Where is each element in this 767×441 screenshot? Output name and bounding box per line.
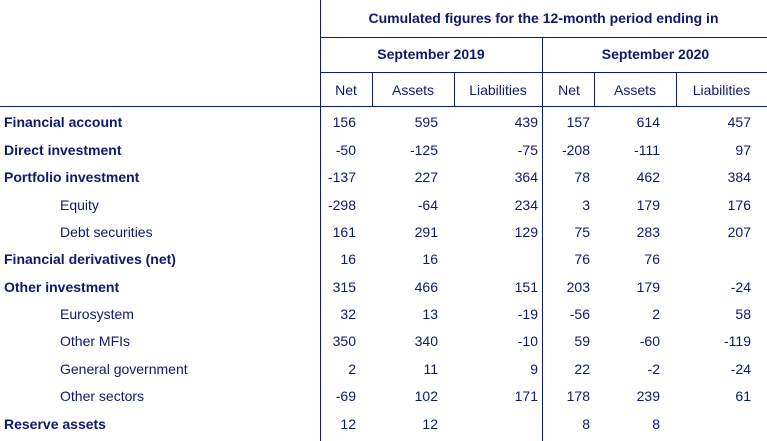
table-cell: 283 bbox=[636, 224, 660, 240]
table-cell: 462 bbox=[636, 169, 660, 185]
table-cell: 178 bbox=[566, 388, 590, 404]
table-cell: -298 bbox=[327, 197, 356, 213]
table-cell: 384 bbox=[727, 169, 751, 185]
divider-line bbox=[320, 0, 321, 441]
period-header-2020: September 2020 bbox=[601, 46, 710, 62]
row-label: Eurosystem bbox=[60, 306, 134, 322]
table-cell: 151 bbox=[514, 279, 538, 295]
divider-line bbox=[676, 72, 677, 106]
table-cell: 76 bbox=[644, 251, 660, 267]
table-cell: -24 bbox=[730, 361, 751, 377]
table-cell: 291 bbox=[414, 224, 438, 240]
table-cell: 58 bbox=[735, 306, 751, 322]
table-title: Cumulated figures for the 12-month perio… bbox=[368, 10, 719, 26]
divider-line bbox=[454, 72, 455, 106]
table-cell: -208 bbox=[561, 142, 590, 158]
table-cell: 102 bbox=[414, 388, 438, 404]
table-cell: 614 bbox=[636, 114, 660, 130]
table-cell: 176 bbox=[727, 197, 751, 213]
table-cell: 8 bbox=[652, 416, 660, 432]
table-cell: -10 bbox=[517, 333, 538, 349]
row-label: Other sectors bbox=[60, 388, 145, 404]
table-cell: 76 bbox=[574, 251, 590, 267]
table-cell: 59 bbox=[574, 333, 590, 349]
table-cell: 97 bbox=[735, 142, 751, 158]
table-cell: -56 bbox=[569, 306, 590, 322]
table-cell: 2 bbox=[348, 361, 356, 377]
table-cell: 61 bbox=[735, 388, 751, 404]
table-cell: -60 bbox=[639, 333, 660, 349]
table-cell: 75 bbox=[574, 224, 590, 240]
table-cell: 12 bbox=[340, 416, 356, 432]
table-cell: 9 bbox=[530, 361, 538, 377]
table-cell: 16 bbox=[422, 251, 438, 267]
column-header-liabilities: Liabilities bbox=[692, 82, 751, 98]
table-cell: -137 bbox=[327, 169, 356, 185]
table-cell: 129 bbox=[514, 224, 538, 240]
table-cell: 207 bbox=[727, 224, 751, 240]
table-cell: 157 bbox=[566, 114, 590, 130]
row-label: Other investment bbox=[4, 279, 120, 295]
table-cell: 78 bbox=[574, 169, 590, 185]
table-cell: 171 bbox=[514, 388, 538, 404]
row-label: Financial account bbox=[4, 114, 123, 130]
table-cell: -125 bbox=[409, 142, 438, 158]
divider-line bbox=[0, 106, 767, 107]
table-cell: 16 bbox=[340, 251, 356, 267]
column-header-assets: Assets bbox=[613, 82, 656, 98]
row-label: Portfolio investment bbox=[4, 169, 140, 185]
table-cell: 22 bbox=[574, 361, 590, 377]
table-cell: 179 bbox=[636, 279, 660, 295]
table-cell: -2 bbox=[647, 361, 660, 377]
row-label: Equity bbox=[60, 197, 99, 213]
divider-line bbox=[320, 37, 767, 38]
table-cell: 3 bbox=[582, 197, 590, 213]
table-cell: 315 bbox=[332, 279, 356, 295]
column-header-net: Net bbox=[335, 82, 357, 98]
table-cell: 364 bbox=[514, 169, 538, 185]
table-cell: 2 bbox=[652, 306, 660, 322]
table-cell: -119 bbox=[724, 333, 751, 349]
table-cell: 12 bbox=[422, 416, 438, 432]
table-cell: 203 bbox=[566, 279, 590, 295]
table-cell: -64 bbox=[417, 197, 438, 213]
divider-line bbox=[542, 37, 543, 441]
table-cell: 466 bbox=[414, 279, 438, 295]
row-label: Other MFIs bbox=[60, 333, 131, 349]
table-cell: 156 bbox=[332, 114, 356, 130]
table-cell: 350 bbox=[332, 333, 356, 349]
table-cell: -111 bbox=[634, 142, 660, 158]
table-cell: 234 bbox=[514, 197, 538, 213]
period-header-2019: September 2019 bbox=[377, 46, 485, 62]
column-header-assets: Assets bbox=[391, 82, 434, 98]
table-cell: 227 bbox=[414, 169, 438, 185]
row-label: Financial derivatives (net) bbox=[4, 251, 176, 267]
table-cell: 32 bbox=[340, 306, 356, 322]
table-cell: -75 bbox=[517, 142, 538, 158]
divider-line bbox=[594, 72, 595, 106]
table-cell: 340 bbox=[414, 333, 438, 349]
table-cell: -24 bbox=[730, 279, 751, 295]
row-label: Debt securities bbox=[60, 224, 153, 240]
table-cell: 13 bbox=[422, 306, 438, 322]
table-cell: 457 bbox=[727, 114, 751, 130]
table-cell: -69 bbox=[335, 388, 356, 404]
row-label: Direct investment bbox=[4, 142, 122, 158]
column-header-net: Net bbox=[558, 82, 580, 98]
table-cell: 239 bbox=[636, 388, 660, 404]
table-cell: -19 bbox=[517, 306, 538, 322]
column-header-liabilities: Liabilities bbox=[469, 82, 527, 98]
table-cell: 179 bbox=[636, 197, 660, 213]
divider-line bbox=[372, 72, 373, 106]
table-cell: 161 bbox=[332, 224, 356, 240]
table-cell: 595 bbox=[414, 114, 438, 130]
row-label: General government bbox=[60, 361, 188, 377]
table-cell: 8 bbox=[582, 416, 590, 432]
table-cell: 11 bbox=[423, 361, 438, 377]
divider-line bbox=[320, 72, 767, 73]
table-cell: 439 bbox=[514, 114, 538, 130]
table-cell: -50 bbox=[335, 142, 356, 158]
row-label: Reserve assets bbox=[4, 416, 106, 432]
